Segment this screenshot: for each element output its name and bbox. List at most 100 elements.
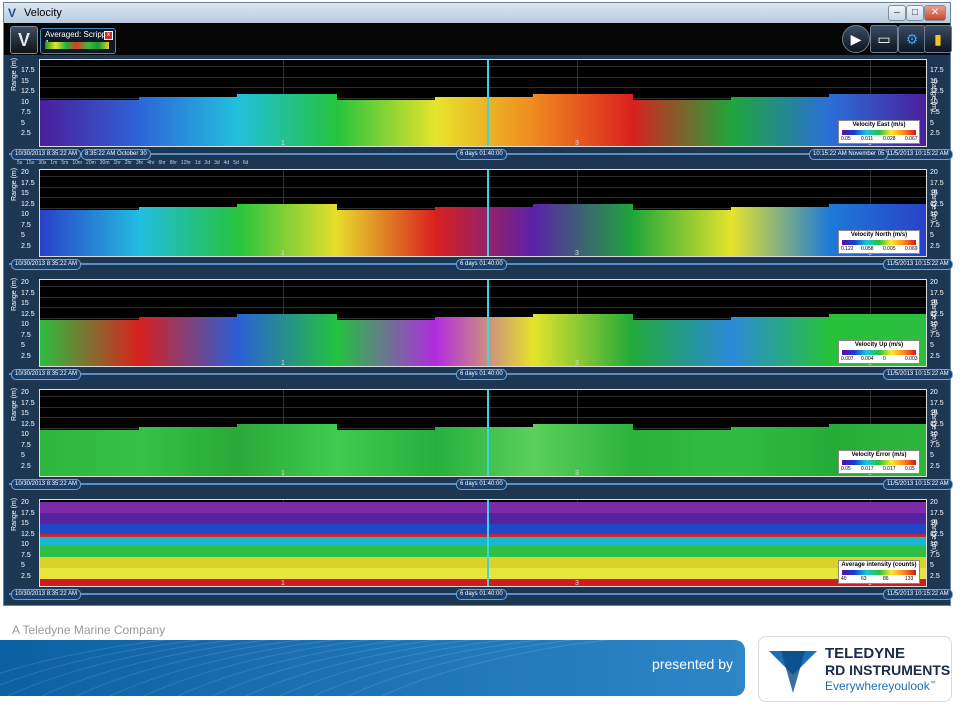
y-tick-label: 7.5: [21, 441, 31, 449]
intensity-layer: [40, 568, 926, 580]
grid-line: [40, 396, 926, 397]
cursor-time-label[interactable]: 6 days 01:40:00: [456, 589, 507, 600]
source-tab[interactable]: Averaged: Scripps 1 x: [40, 28, 116, 54]
time-navigator[interactable]: 10/30/2013 8:35:22 AM 6 days 01:40:00 11/5…: [9, 479, 953, 490]
banner-pattern: [0, 640, 610, 696]
settings-icon[interactable]: ⚙: [898, 25, 926, 53]
zoom-preset[interactable]: 5d: [233, 160, 239, 166]
zoom-preset[interactable]: 30m: [99, 160, 110, 166]
zoom-preset[interactable]: 4hr: [147, 160, 155, 166]
range-start-label: 10/30/2013 8:35:22 AM: [11, 479, 82, 490]
time-navigator[interactable]: 10/30/2013 8:35:22 AM 6 days 01:40:00 11/5…: [9, 259, 953, 270]
legend-value: 63: [861, 576, 867, 582]
y-tick-label: 17.5: [21, 179, 35, 187]
brand-rdi: RD INSTRUMENTS: [825, 662, 951, 678]
y-tick-label: 17.5: [21, 67, 35, 74]
profile-plot: 135Velocity Error (m/s)0.050.0170.0170.0…: [39, 389, 927, 477]
zoom-preset[interactable]: 2hr: [124, 160, 132, 166]
velocity-band: [336, 210, 436, 256]
title-bar: V Velocity ‒ □ ✕: [4, 3, 950, 23]
zoom-preset[interactable]: 3hr: [135, 160, 144, 166]
zoom-preset[interactable]: 6hr: [158, 160, 166, 166]
zoom-preset[interactable]: 15s: [26, 160, 35, 166]
zoom-end-label[interactable]: 10:15:22 AM November 05: [809, 149, 889, 160]
y-tick-label-right: 15: [930, 520, 938, 527]
y-tick-label: 20: [21, 279, 29, 286]
range-start-label: 10/30/2013 8:35:22 AM: [11, 369, 82, 380]
zoom-preset[interactable]: 8hr: [169, 160, 177, 166]
y-tick-label-right: 15: [930, 410, 938, 417]
play-icon[interactable]: ▶: [842, 25, 870, 53]
zoom-preset[interactable]: 12hr: [180, 160, 191, 166]
y-tick-label-right: 17.5: [930, 67, 944, 74]
y-tick-label: 5: [21, 342, 25, 349]
zoom-preset[interactable]: 6d: [242, 160, 249, 166]
cursor-time-label[interactable]: 6 days 01:40:00: [456, 369, 507, 380]
maximize-button[interactable]: □: [906, 5, 924, 21]
zoom-preset[interactable]: 1d: [194, 160, 201, 166]
grid-line: [40, 176, 926, 177]
cursor-time-label[interactable]: 6 days 01:40:00: [456, 149, 507, 160]
y-tick-label-right: 15: [930, 300, 938, 307]
y-tick-label-right: 2.5: [930, 462, 940, 470]
zoom-start-label[interactable]: 8:35:22 AM October 30: [81, 149, 151, 160]
zoom-preset[interactable]: 5s: [17, 160, 23, 166]
velocity-band: [533, 314, 633, 366]
velocity-band: [434, 97, 535, 146]
app-logo[interactable]: V: [10, 26, 38, 54]
source-tab-close-icon[interactable]: x: [104, 31, 113, 40]
velocity-band: [336, 430, 436, 476]
legend-value: 0.069: [905, 246, 918, 252]
zoom-preset[interactable]: 10m: [72, 160, 83, 166]
legend-value: 0.067: [905, 136, 918, 142]
cursor-time-label[interactable]: 6 days 01:40:00: [456, 479, 507, 490]
y-tick-label-right: 20: [930, 389, 938, 396]
time-cursor[interactable]: [487, 280, 489, 366]
zoom-preset[interactable]: 2d: [204, 160, 211, 166]
profile-panel: Range (m) Range (m) 17.5 17.5 15 15 12.5 12.5 10…: [9, 57, 953, 167]
y-axis-label-left: Range (m): [11, 57, 18, 91]
y-tick-label: 15: [21, 410, 29, 417]
legend-value: 0.058: [861, 246, 874, 252]
time-cursor[interactable]: [487, 170, 489, 256]
time-cursor[interactable]: [487, 390, 489, 476]
velocity-band: [533, 204, 633, 256]
zoom-preset[interactable]: 5m: [61, 160, 69, 166]
bar-chart-icon[interactable]: ▮: [924, 25, 952, 53]
time-cursor[interactable]: [487, 60, 489, 146]
grid-line: [40, 87, 926, 88]
banner-stripe: [381, 640, 610, 696]
zoom-preset[interactable]: 20m: [86, 160, 96, 166]
velocity-band: [237, 204, 337, 256]
time-cursor[interactable]: [487, 500, 489, 586]
time-navigator[interactable]: 10/30/2013 8:35:22 AM 6 days 01:40:00 11/5…: [9, 369, 953, 380]
presented-by-label: presented by: [652, 656, 733, 672]
time-navigator[interactable]: 10/30/2013 8:35:22 AM 6 days 01:40:00 11/5…: [9, 589, 953, 600]
velocity-band: [237, 424, 337, 476]
zoom-preset[interactable]: 30s: [38, 160, 47, 166]
time-navigator[interactable]: 10/30/2013 8:35:22 AM 6 days 01:40:00 11/5…: [9, 149, 953, 160]
cursor-time-label[interactable]: 6 days 01:40:00: [456, 259, 507, 270]
legend-value: 0.007: [841, 356, 854, 362]
y-tick-label-right: 10: [930, 431, 938, 438]
y-tick-label: 15: [21, 190, 29, 197]
close-button[interactable]: ✕: [924, 5, 946, 21]
minimize-button[interactable]: ‒: [888, 5, 906, 21]
y-tick-label-right: 12.5: [930, 88, 944, 95]
legend-value: 40: [841, 576, 847, 582]
company-tagline: A Teledyne Marine Company: [12, 623, 166, 637]
y-tick-label-right: 5: [930, 562, 934, 569]
zoom-preset[interactable]: 4d: [223, 160, 230, 166]
zoom-preset[interactable]: 3d: [214, 160, 220, 166]
x-tick-label: 3: [575, 140, 579, 147]
display-icon[interactable]: ▭: [870, 25, 898, 53]
range-end-label: 11/5/2013 10:15:22 AM: [883, 479, 953, 490]
app-icon: V: [8, 6, 17, 20]
x-tick-label: 3: [575, 470, 579, 477]
zoom-preset[interactable]: 1m: [50, 160, 58, 166]
brand-teledyne: TELEDYNE: [825, 645, 906, 662]
zoom-preset[interactable]: 1hr: [113, 160, 121, 166]
y-tick-label: 10: [21, 431, 29, 438]
y-tick-label: 7.5: [21, 331, 31, 339]
